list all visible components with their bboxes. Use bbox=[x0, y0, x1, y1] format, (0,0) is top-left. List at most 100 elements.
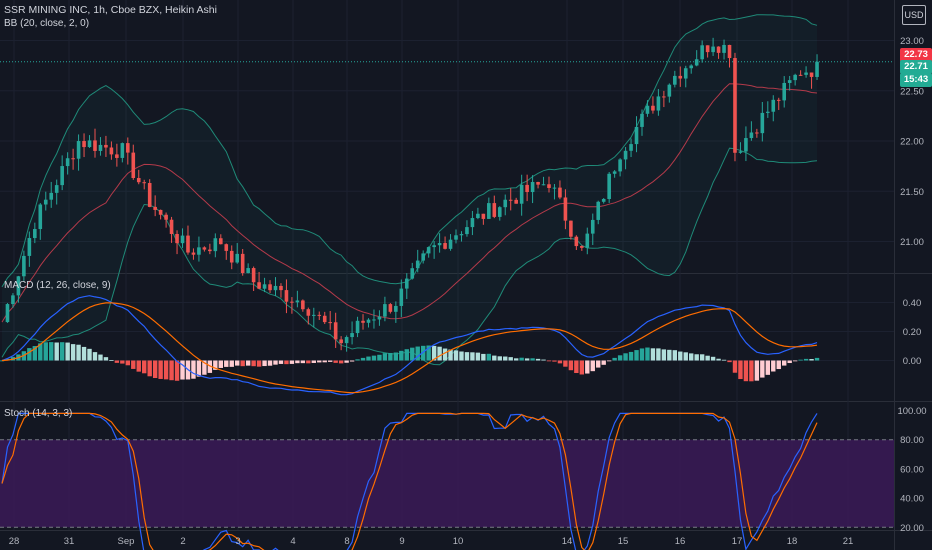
candle-body bbox=[629, 144, 633, 151]
macd-histogram-bar bbox=[202, 360, 207, 375]
candle-body bbox=[251, 268, 256, 283]
candle-body bbox=[82, 141, 86, 148]
candle-body bbox=[104, 144, 108, 148]
candle-body bbox=[541, 184, 546, 186]
time-axis-label: Sep bbox=[118, 536, 135, 547]
macd-histogram-bar bbox=[519, 357, 524, 361]
candle-body bbox=[410, 268, 415, 279]
candle-body bbox=[333, 322, 338, 340]
candle-body bbox=[399, 288, 404, 306]
macd-histogram-bar bbox=[798, 359, 803, 361]
macd-histogram-bar bbox=[694, 354, 699, 361]
candle-body bbox=[284, 290, 289, 302]
macd-histogram-bar bbox=[782, 360, 787, 366]
candle-body bbox=[268, 284, 272, 291]
candle-body bbox=[590, 219, 595, 234]
candle-body bbox=[525, 184, 529, 193]
candle-body bbox=[11, 295, 15, 305]
macd-histogram-bar bbox=[142, 360, 147, 374]
macd-histogram-bar bbox=[125, 360, 131, 366]
stoch-indicator-label[interactable]: Stoch (14, 3, 3) bbox=[4, 408, 73, 419]
candle-body bbox=[43, 199, 48, 205]
candle-body bbox=[372, 319, 376, 321]
macd-histogram-bar bbox=[771, 360, 776, 372]
candle-body bbox=[503, 199, 508, 208]
macd-histogram-bar bbox=[568, 360, 574, 371]
macd-histogram-bar bbox=[699, 354, 705, 361]
candle-body bbox=[585, 233, 590, 248]
candle-body bbox=[766, 111, 770, 113]
macd-histogram-bar bbox=[393, 352, 399, 361]
candle-body bbox=[809, 72, 814, 77]
candle-body bbox=[580, 246, 584, 248]
macd-histogram-bar bbox=[251, 360, 256, 367]
candle-body bbox=[700, 45, 704, 60]
candle-body bbox=[448, 239, 453, 249]
bb-fill bbox=[2, 14, 817, 365]
candle-body bbox=[656, 96, 661, 111]
candle-body bbox=[191, 252, 196, 255]
candle-body bbox=[787, 80, 792, 83]
bb-indicator-label[interactable]: BB (20, close, 2, 0) bbox=[4, 18, 90, 29]
candle-body bbox=[93, 140, 97, 151]
candle-body bbox=[295, 300, 300, 303]
macd-histogram-bar bbox=[114, 360, 120, 363]
macd-histogram-bar bbox=[738, 360, 743, 380]
macd-histogram-bar bbox=[103, 357, 109, 361]
macd-histogram-bar bbox=[612, 357, 617, 361]
candle-body bbox=[361, 320, 365, 323]
macd-histogram-bar bbox=[338, 360, 344, 364]
candle-body bbox=[301, 300, 305, 310]
macd-histogram-bar bbox=[273, 360, 278, 365]
macd-histogram-bar bbox=[453, 350, 459, 361]
candle-body bbox=[306, 309, 311, 316]
candle-body bbox=[492, 203, 497, 217]
macd-histogram-bar bbox=[803, 358, 809, 361]
currency-button[interactable]: USD bbox=[902, 5, 926, 25]
stoch-axis-label: 100.00 bbox=[897, 406, 926, 417]
bollinger-bands bbox=[0, 14, 894, 366]
candle-body bbox=[755, 132, 759, 134]
macd-histogram-bar bbox=[163, 360, 169, 380]
macd-histogram-bar bbox=[601, 360, 606, 365]
candle-body bbox=[421, 253, 425, 261]
price-axis-label: 21.00 bbox=[900, 237, 924, 248]
macd-histogram-bar bbox=[229, 360, 234, 367]
macd-histogram-bar bbox=[235, 360, 240, 366]
last-price-tag: 22.73 bbox=[900, 48, 932, 62]
macd-histogram-bar bbox=[442, 348, 448, 361]
macd-histogram-bar bbox=[541, 359, 546, 361]
macd-histogram-bar bbox=[579, 360, 585, 375]
time-axis-label: 10 bbox=[453, 536, 464, 547]
stoch-axis-label: 80.00 bbox=[900, 435, 924, 446]
macd-histogram-bar bbox=[809, 359, 814, 361]
candle-body bbox=[22, 255, 26, 277]
axes: 28 31 Sep 2 3 4 8 9 10 14 15 16 17 18 21 23.00 22.50 22.0… bbox=[9, 36, 927, 547]
candle-body bbox=[317, 314, 322, 316]
macd-histogram-bar bbox=[306, 360, 311, 364]
stoch-axis-label: 40.00 bbox=[900, 494, 924, 505]
macd-indicator-label[interactable]: MACD (12, 26, close, 9) bbox=[4, 280, 111, 291]
macd-histogram-bar bbox=[240, 360, 245, 367]
macd-histogram-bar bbox=[65, 342, 70, 361]
macd-histogram-bar bbox=[360, 357, 366, 361]
time-axis-label: 21 bbox=[843, 536, 854, 547]
macd-histogram-bar bbox=[311, 360, 316, 363]
macd-histogram-bar bbox=[743, 360, 749, 382]
candle-body bbox=[158, 209, 163, 215]
candle-body bbox=[311, 314, 316, 316]
candle-body bbox=[634, 126, 639, 145]
candle-body bbox=[164, 214, 168, 220]
macd-panel bbox=[0, 295, 820, 396]
candle-body bbox=[219, 238, 223, 245]
candle-body bbox=[328, 322, 332, 324]
macd-histogram-bar bbox=[814, 357, 820, 361]
candle-body bbox=[355, 320, 360, 334]
countdown-tag: 15:43 bbox=[900, 73, 932, 87]
candlesticks bbox=[5, 37, 819, 352]
candle-body bbox=[771, 99, 776, 112]
macd-histogram-bar bbox=[371, 355, 377, 361]
macd-histogram-bar bbox=[289, 360, 295, 364]
symbol-title: SSR MINING INC, 1h, Cboe BZX, Heikin Ash… bbox=[4, 4, 217, 16]
